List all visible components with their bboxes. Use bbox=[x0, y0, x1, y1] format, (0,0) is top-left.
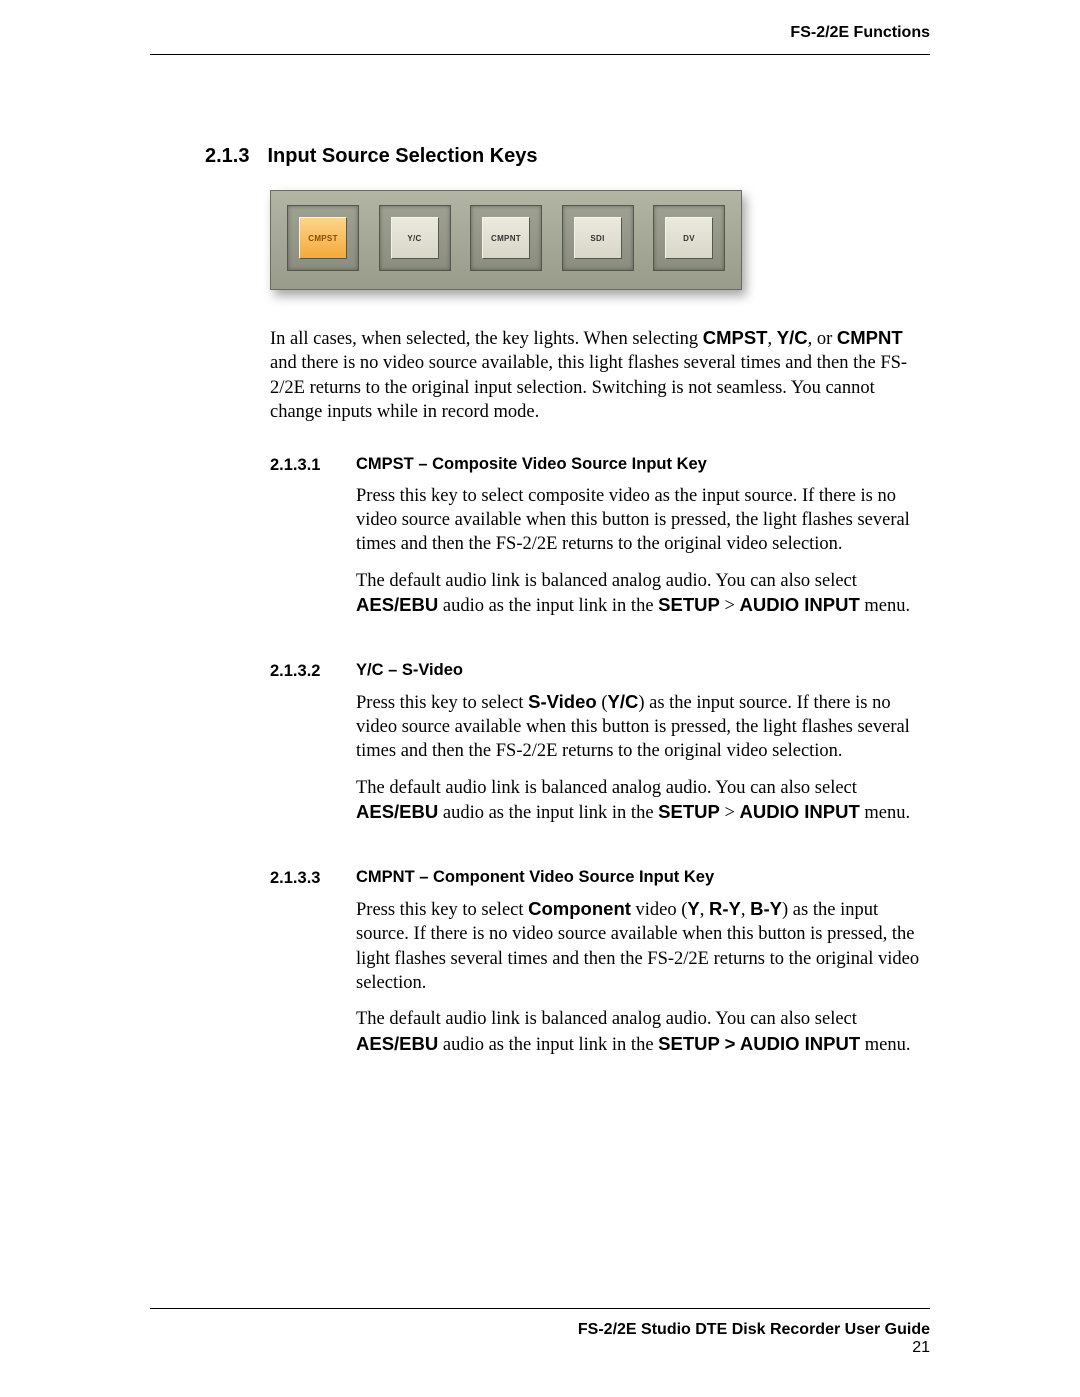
text: menu. bbox=[860, 1035, 910, 1055]
para: Press this key to select Component video… bbox=[356, 897, 930, 996]
intro-text: In all cases, when selected, the key lig… bbox=[270, 326, 930, 425]
page-footer: FS-2/2E Studio DTE Disk Recorder User Gu… bbox=[578, 1321, 930, 1357]
para: The default audio link is balanced analo… bbox=[356, 776, 930, 826]
key-cap-sdi: SDI bbox=[574, 217, 622, 259]
text: Press this key to select bbox=[356, 900, 528, 920]
para: The default audio link is balanced analo… bbox=[356, 569, 930, 619]
text: and there is no video source available, … bbox=[270, 353, 907, 422]
intro-paragraph: In all cases, when selected, the key lig… bbox=[270, 326, 930, 425]
text: audio as the input link in the bbox=[438, 803, 658, 823]
key-sdi: SDI bbox=[562, 205, 634, 271]
text: The default audio link is balanced analo… bbox=[356, 571, 857, 591]
subsection-number: 2.1.3.3 bbox=[270, 868, 330, 1069]
text: > bbox=[720, 596, 740, 616]
footer-rule bbox=[150, 1308, 930, 1309]
text: , bbox=[700, 900, 709, 920]
text: menu. bbox=[860, 596, 910, 616]
running-header: FS-2/2E Functions bbox=[790, 24, 930, 42]
subsection-body: CMPST – Composite Video Source Input Key… bbox=[356, 455, 930, 631]
subsection-number: 2.1.3.1 bbox=[270, 455, 330, 631]
bold: S-Video bbox=[528, 691, 597, 712]
text: , bbox=[741, 900, 750, 920]
bold: CMPNT bbox=[837, 327, 903, 348]
bold: Component bbox=[528, 898, 631, 919]
bold: SETUP > AUDIO INPUT bbox=[658, 1033, 860, 1054]
bold: SETUP bbox=[658, 594, 720, 615]
subsection-cmpnt: 2.1.3.3 CMPNT – Component Video Source I… bbox=[270, 868, 930, 1069]
text: audio as the input link in the bbox=[438, 1035, 658, 1055]
bold: R-Y bbox=[709, 898, 741, 919]
key-cap-dv: DV bbox=[665, 217, 713, 259]
para: The default audio link is balanced analo… bbox=[356, 1007, 930, 1057]
text: menu. bbox=[860, 803, 910, 823]
subsection-title: Y/C – S-Video bbox=[356, 661, 930, 680]
text: The default audio link is balanced analo… bbox=[356, 778, 857, 798]
subsection-number: 2.1.3.2 bbox=[270, 661, 330, 838]
bold: AES/EBU bbox=[356, 801, 438, 822]
subsection-cmpst: 2.1.3.1 CMPST – Composite Video Source I… bbox=[270, 455, 930, 631]
bold: AUDIO INPUT bbox=[740, 594, 860, 615]
bold: Y/C bbox=[607, 691, 638, 712]
text: , bbox=[767, 329, 776, 349]
key-cmpst: CMPST bbox=[287, 205, 359, 271]
footer-page-number: 21 bbox=[578, 1339, 930, 1357]
subsection-title: CMPST – Composite Video Source Input Key bbox=[356, 455, 930, 474]
text: Press this key to select bbox=[356, 693, 528, 713]
subsection-body: CMPNT – Component Video Source Input Key… bbox=[356, 868, 930, 1069]
text: audio as the input link in the bbox=[438, 596, 658, 616]
subsection-yc: 2.1.3.2 Y/C – S-Video Press this key to … bbox=[270, 661, 930, 838]
bold: Y bbox=[687, 898, 699, 919]
key-cap-yc: Y/C bbox=[391, 217, 439, 259]
bold: B-Y bbox=[750, 898, 782, 919]
footer-title: FS-2/2E Studio DTE Disk Recorder User Gu… bbox=[578, 1321, 930, 1339]
subsection-body: Y/C – S-Video Press this key to select S… bbox=[356, 661, 930, 838]
section-number: 2.1.3 bbox=[205, 145, 249, 168]
keys-panel: CMPST Y/C CMPNT SDI DV bbox=[270, 190, 742, 290]
bold: AES/EBU bbox=[356, 594, 438, 615]
input-keys-figure: CMPST Y/C CMPNT SDI DV bbox=[270, 190, 930, 290]
text: ( bbox=[597, 693, 608, 713]
text: video ( bbox=[631, 900, 688, 920]
text: > bbox=[720, 803, 740, 823]
bold: Y/C bbox=[777, 327, 808, 348]
page-content: 2.1.3 Input Source Selection Keys CMPST … bbox=[205, 145, 930, 1069]
text: In all cases, when selected, the key lig… bbox=[270, 329, 703, 349]
key-cap-cmpst: CMPST bbox=[299, 217, 347, 259]
bold: AES/EBU bbox=[356, 1033, 438, 1054]
key-dv: DV bbox=[653, 205, 725, 271]
bold: SETUP bbox=[658, 801, 720, 822]
key-cmpnt: CMPNT bbox=[470, 205, 542, 271]
bold: AUDIO INPUT bbox=[740, 801, 860, 822]
text: , or bbox=[808, 329, 837, 349]
para: Press this key to select composite video… bbox=[356, 484, 930, 557]
section-title: Input Source Selection Keys bbox=[267, 145, 537, 168]
key-cap-cmpnt: CMPNT bbox=[482, 217, 530, 259]
bold: CMPST bbox=[703, 327, 768, 348]
section-heading: 2.1.3 Input Source Selection Keys bbox=[205, 145, 930, 168]
text: The default audio link is balanced analo… bbox=[356, 1009, 857, 1029]
subsection-title: CMPNT – Component Video Source Input Key bbox=[356, 868, 930, 887]
header-rule bbox=[150, 54, 930, 55]
key-yc: Y/C bbox=[379, 205, 451, 271]
document-page: FS-2/2E Functions 2.1.3 Input Source Sel… bbox=[0, 0, 1080, 1397]
para: Press this key to select S-Video (Y/C) a… bbox=[356, 690, 930, 764]
